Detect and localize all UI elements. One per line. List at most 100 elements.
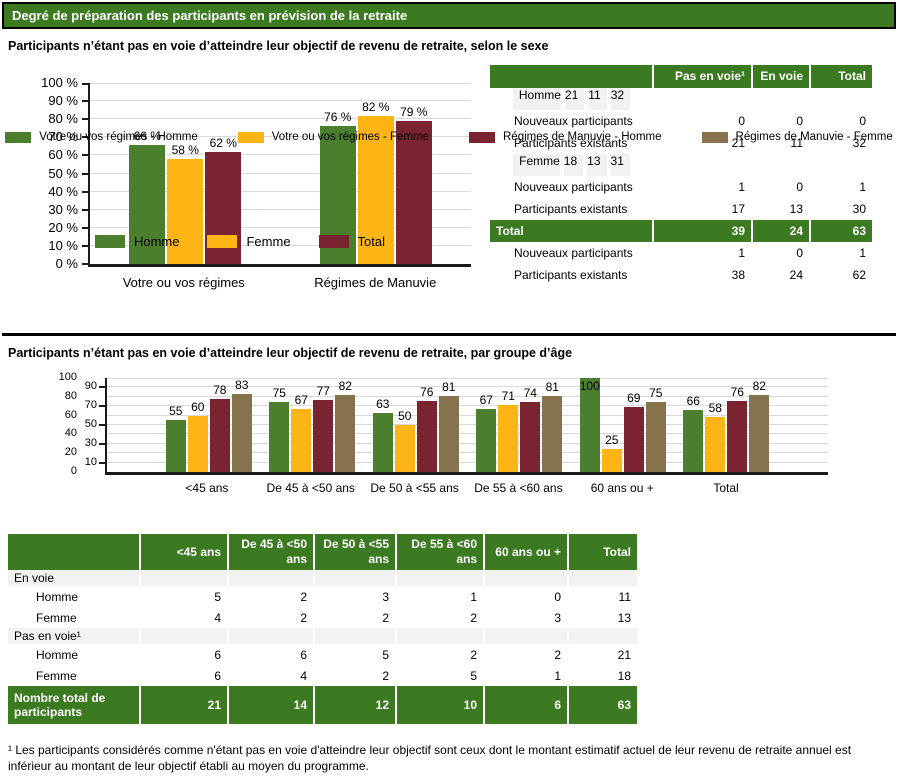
- y-axis-label: 30 %: [48, 201, 78, 217]
- y-axis-label: 10 %: [48, 237, 78, 253]
- cell-value: 24: [751, 264, 810, 286]
- row-label: Nombre total de participants: [8, 686, 140, 724]
- y-axis-label: 80: [64, 389, 77, 402]
- cell-value: 21: [567, 644, 637, 665]
- bar-value-label: 75: [272, 385, 286, 400]
- bar-value-label: 79 %: [400, 105, 428, 120]
- bar-value-label: 100: [579, 379, 600, 393]
- bar-value-label: 58 %: [171, 143, 199, 158]
- bar: 83: [231, 378, 252, 472]
- bar-value-label: 81: [442, 379, 456, 394]
- table-row: Femme 6 4 2 5 1 18: [8, 665, 637, 686]
- table-row: Homme 6 6 5 2 2 21: [8, 644, 637, 665]
- axis-tick: [82, 154, 90, 157]
- x-axis-category-label: De 55 à <60 ans: [474, 481, 563, 495]
- axis-tick: [82, 118, 90, 121]
- cell-value: 6: [139, 644, 228, 665]
- bar-value-label: 82 %: [362, 99, 390, 114]
- section-divider: [2, 333, 896, 336]
- bar: 60: [187, 400, 208, 472]
- bar: 81: [438, 380, 459, 472]
- legend-label: Total: [357, 234, 386, 249]
- y-axis-label: 0 %: [55, 256, 78, 271]
- gridline: [107, 461, 828, 463]
- gridline: [107, 378, 828, 379]
- cell-value: 11: [751, 132, 810, 154]
- cell-value: 13: [567, 607, 637, 628]
- gridline: [90, 190, 471, 192]
- y-axis: 0 % 10 % 20 % 30 % 40 % 50 % 60 % 70 % 80 % 90 % 1…: [0, 75, 80, 271]
- gridline: [90, 154, 471, 156]
- bar: 58: [705, 401, 726, 472]
- table-row: Femme 4 2 2 2 3 13: [8, 607, 637, 628]
- legend-swatch: [318, 235, 349, 248]
- cell-value: [567, 628, 637, 644]
- cell-value: 4: [227, 665, 314, 686]
- gridline: [90, 208, 471, 210]
- cell-value: 18: [561, 154, 584, 176]
- bar-value-label: 62 %: [209, 135, 237, 150]
- cell-value: 1: [483, 665, 568, 686]
- x-axis-category-label: Votre ou vos régimes: [122, 275, 245, 290]
- cell-value: 62: [809, 264, 872, 286]
- cell-value: [139, 628, 228, 644]
- cell-value: 5: [313, 644, 396, 665]
- plot-area: 55 60 78 83 75 67 77 82 63 50 76 81 67 71 74 81 100 25 69 7…: [99, 378, 828, 475]
- table-row: Nouveaux participants 0 0 0: [490, 110, 872, 132]
- cell-value: 38: [652, 264, 752, 286]
- x-axis-category-label: Total: [713, 481, 739, 495]
- cell-value: 63: [567, 686, 637, 724]
- gridline: [90, 100, 471, 102]
- gridline: [107, 433, 828, 435]
- row-label: Participants existants: [514, 202, 628, 216]
- bar-group: 67 71 74 81: [468, 378, 572, 472]
- header-row: <45 ans De 45 à <50 ans De 50 à <55 ans De …: [8, 534, 637, 570]
- column-header: En voie: [751, 65, 810, 88]
- row-label: En voie: [8, 570, 140, 586]
- bar-group: 55 60 78 83: [157, 378, 261, 472]
- table-by-sex: Pas en voie¹ En voie Total Homme 21 11 32 Nouve…: [490, 65, 872, 286]
- axis-tick: [82, 100, 90, 103]
- bar: 75: [269, 386, 290, 472]
- footnote: ¹ Les participants considérés comme n'ét…: [8, 743, 852, 773]
- gridline: [107, 405, 828, 407]
- row-label: Participants existants: [514, 268, 628, 282]
- bar: 74: [520, 386, 541, 472]
- cell-value: 1: [809, 176, 872, 198]
- cell-value: 13: [585, 154, 607, 176]
- cell-value: [567, 570, 637, 586]
- bar-value-label: 58: [708, 401, 722, 416]
- cell-value: 31: [608, 154, 630, 176]
- legend-label: Régimes de Manuvie - Femme: [735, 131, 893, 143]
- cell-value: 6: [227, 644, 314, 665]
- cell-value: 13: [751, 198, 810, 220]
- legend-label: Femme: [246, 234, 291, 249]
- bar: 76: [727, 385, 748, 472]
- cell-value: [227, 628, 314, 644]
- gridline: [107, 386, 828, 388]
- bar: 69: [623, 391, 644, 472]
- y-axis-label: 100 %: [41, 75, 78, 90]
- y-axis-label: 70: [84, 399, 97, 412]
- row-label: Femme: [36, 668, 77, 683]
- bar-value-label: 25: [605, 432, 619, 447]
- cell-value: 5: [139, 586, 228, 607]
- axis-tick: [99, 442, 107, 445]
- cell-value: 12: [313, 686, 396, 724]
- legend-item: Femme: [207, 234, 291, 249]
- cell-value: 21: [139, 686, 228, 724]
- bar-groups: 55 60 78 83 75 67 77 82 63 50 76 81 67 71 74 81 100 25 69 7…: [107, 378, 828, 472]
- cell-value: 1: [395, 586, 484, 607]
- bar: 100: [580, 378, 600, 472]
- bar-value-label: 82: [338, 378, 352, 393]
- header-row: Pas en voie¹ En voie Total: [490, 65, 872, 88]
- bar: 75: [645, 386, 666, 472]
- y-axis: 0 10 20 30 40 50 60 70 80 90 100: [0, 371, 101, 477]
- gridline: [90, 226, 471, 228]
- column-header: De 45 à <50 ans: [227, 534, 314, 570]
- cell-value: 30: [809, 198, 872, 220]
- legend-label: Régimes de Manuvie - Homme: [503, 131, 662, 143]
- gridline: [90, 118, 471, 120]
- cell-value: 1: [809, 242, 872, 264]
